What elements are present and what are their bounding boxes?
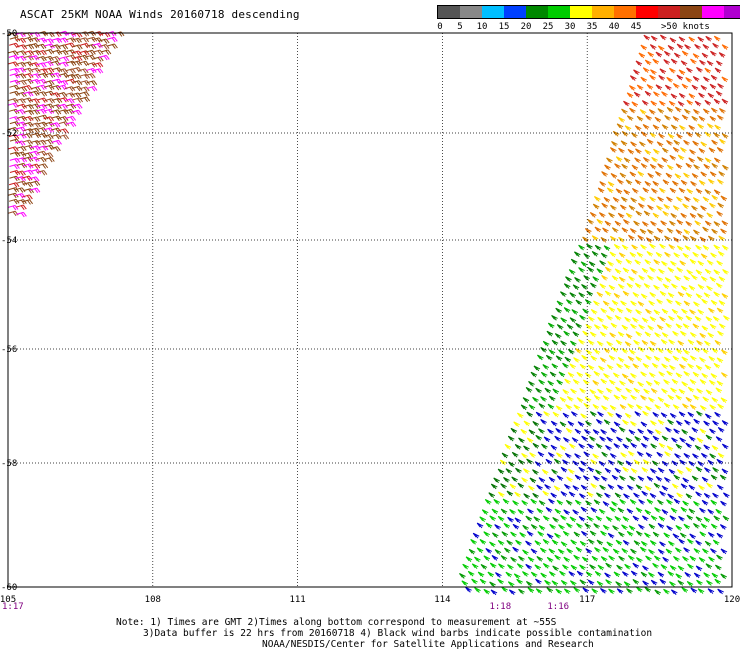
- axis-ticks: 105 108 111 114 117 120 -50 -52 -54 -56 -58 -60 1:17…: [0, 29, 740, 612]
- latitude-tick-label: -60: [1, 583, 17, 593]
- legend-labels: 0 5 10 15 20 25 30 35 40 45 >50 knots: [437, 19, 740, 33]
- longitude-tick-label: 117: [579, 595, 595, 605]
- legend-label: 20: [520, 22, 532, 32]
- longitude-tick-label: 120: [724, 595, 740, 605]
- pass-time-label: 1:16: [547, 602, 569, 612]
- legend-swatch: [636, 6, 658, 18]
- legend-swatch: [482, 6, 504, 18]
- legend-swatch: [526, 6, 548, 18]
- legend-swatch: [570, 6, 592, 18]
- note-line-1: Note: 1) Times are GMT 2)Times along bot…: [116, 617, 557, 628]
- wind-barb-swaths: [7, 30, 730, 596]
- pass-time-label: 1:17: [2, 602, 24, 612]
- longitude-tick-label: 111: [289, 595, 305, 605]
- legend-label: 45: [630, 22, 642, 32]
- legend-swatch: [460, 6, 482, 18]
- note-line-3: NOAA/NESDIS/Center for Satellite Applica…: [262, 639, 594, 650]
- wind-speed-legend: 0 5 10 15 20 25 30 35 40 45 >50 knots: [437, 5, 740, 33]
- legend-swatch: [438, 6, 460, 18]
- longitude-tick-label: 114: [434, 595, 450, 605]
- legend-label: 0: [437, 22, 443, 32]
- pass-time-label: 1:18: [489, 602, 511, 612]
- legend-swatch: [548, 6, 570, 18]
- legend-label: 30: [564, 22, 576, 32]
- map-grid: [8, 33, 732, 587]
- legend-swatch: [724, 6, 740, 18]
- legend-label: 40: [608, 22, 620, 32]
- map-title: ASCAT 25KM NOAA Winds 20160718 descendin…: [20, 8, 300, 21]
- legend-swatch: [504, 6, 526, 18]
- legend-label: 35: [586, 22, 598, 32]
- latitude-tick-label: -56: [1, 345, 17, 355]
- latitude-tick-label: -58: [1, 459, 17, 469]
- longitude-tick-label: 108: [145, 595, 161, 605]
- legend-label: >50 knots: [661, 22, 710, 32]
- latitude-tick-label: -52: [1, 129, 17, 139]
- legend-color-bar: [437, 5, 740, 19]
- latitude-tick-label: -54: [1, 236, 17, 246]
- legend-swatch: [592, 6, 614, 18]
- longitude-tick-label: 105: [0, 595, 16, 605]
- note-line-2: 3)Data buffer is 22 hrs from 20160718 4)…: [143, 628, 653, 639]
- legend-label: 15: [498, 22, 510, 32]
- legend-label: 10: [476, 22, 488, 32]
- legend-swatch: [680, 6, 702, 18]
- legend-swatch: [614, 6, 636, 18]
- legend-label: 25: [542, 22, 554, 32]
- map-frame: [7, 32, 733, 588]
- latitude-tick-label: -50: [1, 29, 17, 39]
- legend-swatch: [658, 6, 680, 18]
- legend-swatch: [702, 6, 724, 18]
- legend-label: 5: [457, 22, 463, 32]
